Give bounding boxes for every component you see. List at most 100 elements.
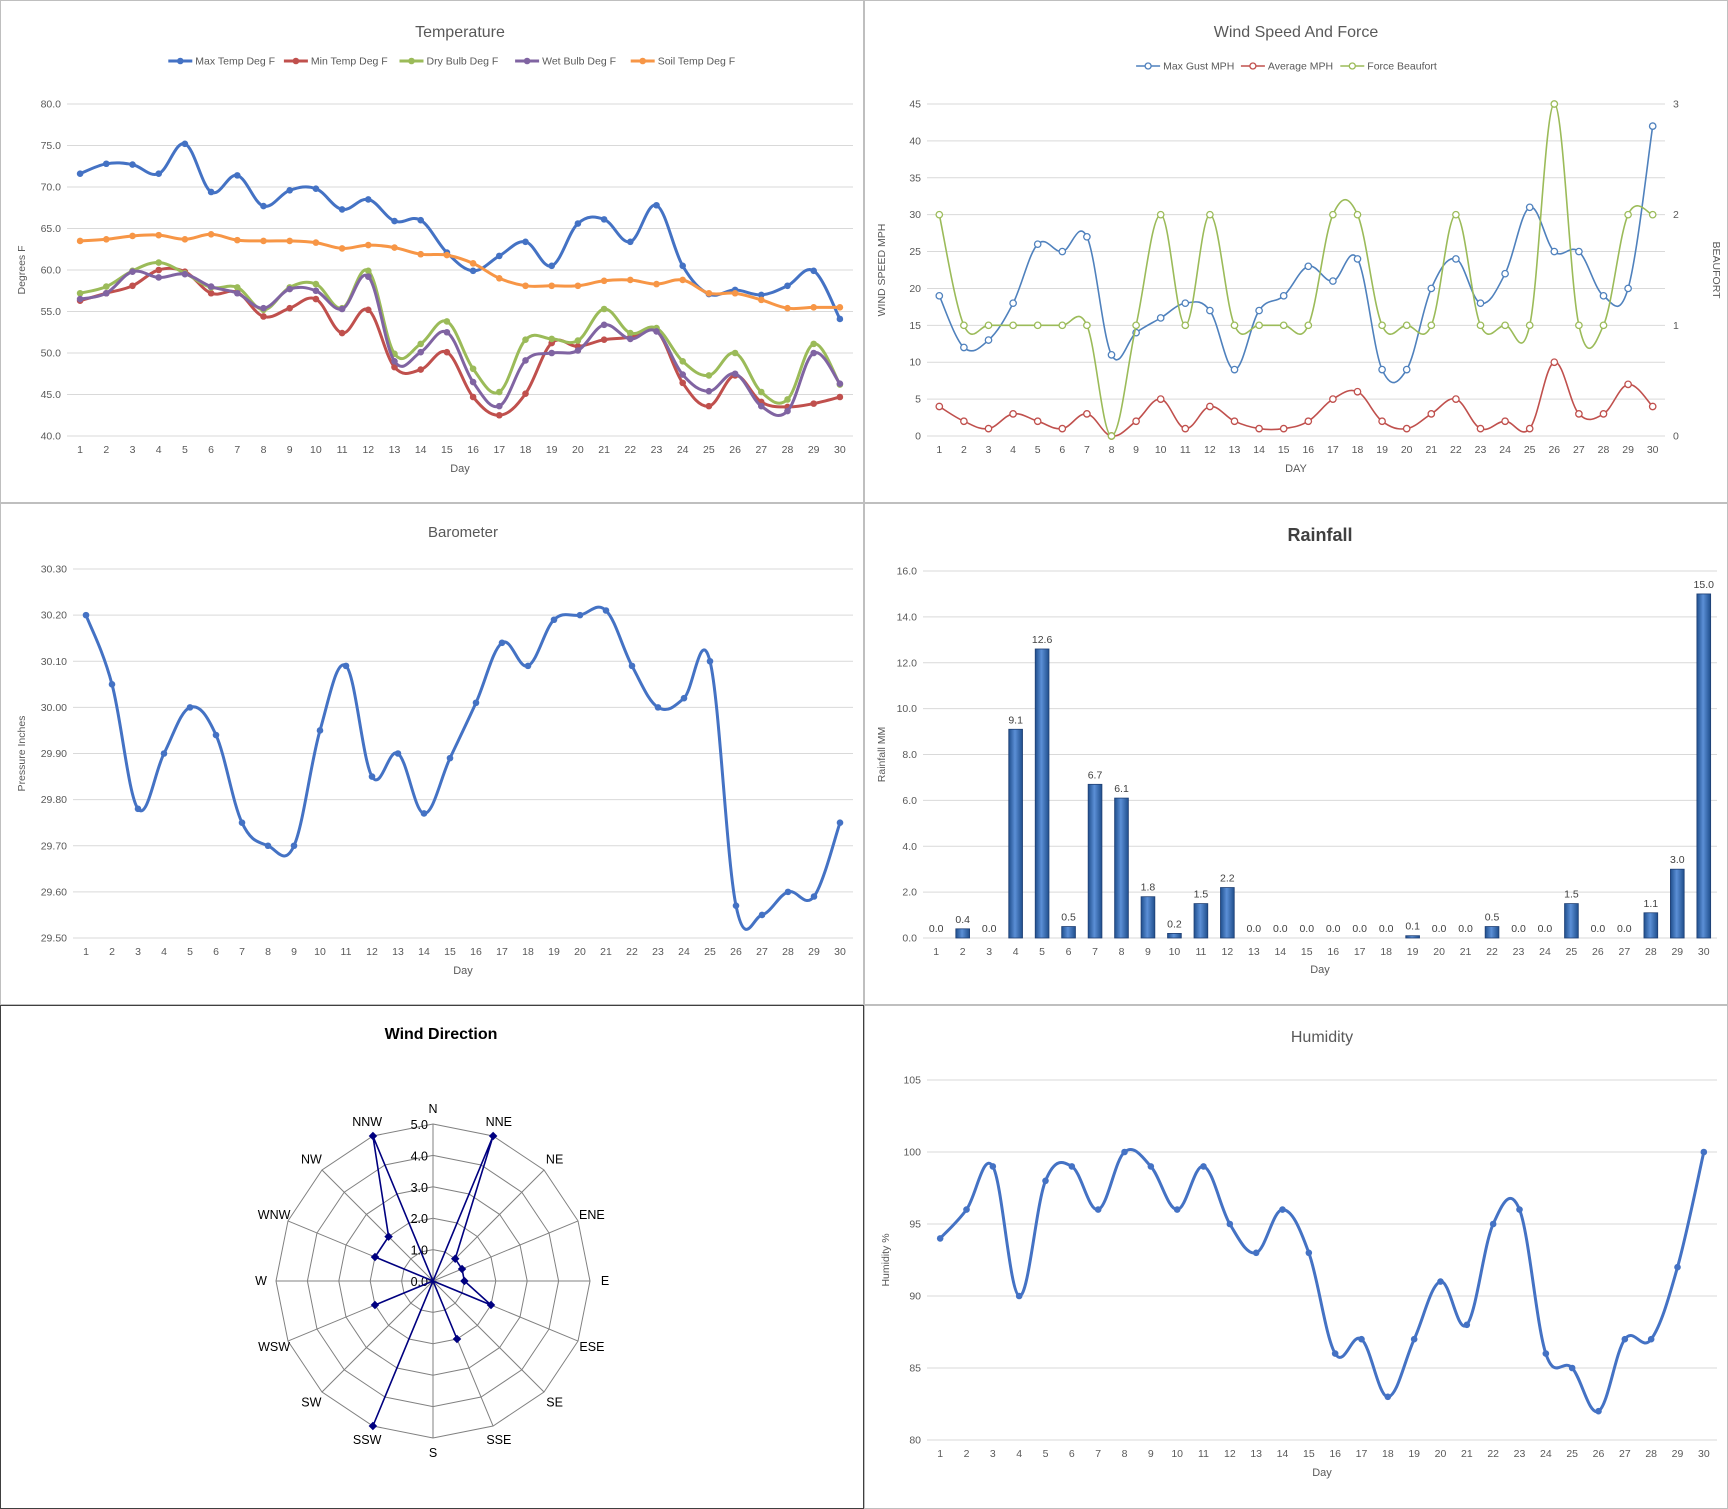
x-tick-label: 21	[598, 444, 610, 456]
chart-title: Humidity	[1291, 1029, 1353, 1046]
data-point	[602, 607, 610, 614]
x-tick-label: 9	[1133, 444, 1139, 456]
data-label: 0.4	[955, 914, 970, 926]
data-point	[103, 289, 110, 297]
data-point	[810, 349, 817, 357]
x-tick-label: 19	[1376, 444, 1388, 456]
data-point	[731, 370, 739, 378]
x-tick-label: 16	[1329, 1448, 1341, 1460]
data-point	[76, 237, 84, 245]
data-point	[129, 232, 136, 240]
data-point	[836, 380, 844, 388]
data-point	[1550, 247, 1559, 256]
bar-day-4	[1008, 728, 1023, 939]
data-point	[989, 1163, 997, 1170]
legend-marker	[177, 57, 184, 65]
data-point	[368, 1421, 378, 1431]
series-line-1	[939, 1148, 1706, 1413]
x-tick-label: 11	[337, 444, 348, 456]
data-point	[1226, 1220, 1234, 1228]
data-point	[234, 172, 241, 179]
x-tick-label: 20	[1435, 1448, 1447, 1460]
data-point	[1206, 402, 1214, 411]
temperature-svg: Temperature 40.0 45.0 50.0 55.0 60.0 65.0 70.0 7…	[16, 24, 853, 475]
y-tick-label: 80.0	[41, 99, 62, 111]
data-point	[522, 238, 529, 246]
legend-label: Dry Bulb Deg F	[427, 56, 499, 68]
y-tick-label: 6.0	[902, 795, 917, 807]
x-tick-label: 29	[1672, 1448, 1684, 1460]
bar-day-9	[1140, 896, 1156, 939]
x-tick-label: 8	[261, 444, 267, 456]
rainfall-svg: Rainfall0.02.04.06.08.010.012.014.016.00…	[876, 525, 1717, 976]
x-tick-label: 5	[182, 444, 188, 456]
data-point	[1489, 1220, 1497, 1228]
y-tick-label: 55.0	[41, 306, 62, 318]
data-point	[1009, 321, 1017, 330]
x-tick-label: 24	[678, 946, 690, 958]
data-point	[1427, 410, 1436, 418]
data-point	[260, 313, 267, 320]
x-tick-label: 1	[83, 946, 89, 958]
data-point	[576, 611, 584, 619]
radar-series	[372, 1135, 494, 1427]
x-tick-label: 15	[1301, 946, 1313, 958]
data-point	[103, 160, 110, 168]
y-tick-label: 50.0	[41, 348, 62, 360]
data-point	[1378, 321, 1386, 330]
x-tick-label: 10	[1155, 444, 1167, 456]
x-tick-label: 30	[1647, 444, 1659, 456]
data-point	[1058, 321, 1067, 330]
x-tick-label: 7	[1084, 444, 1090, 456]
data-label: 0.0	[1247, 923, 1262, 935]
bar-day-19	[1405, 935, 1420, 939]
barometer-chart: Barometer 29.50 29.60 29.70 29.80 29.90 30.00 3…	[0, 503, 864, 1005]
data-point	[679, 262, 686, 270]
data-point	[238, 819, 246, 826]
x-tick-label: 18	[522, 946, 534, 958]
r-tick-label: 5.0	[411, 1118, 428, 1132]
x-tick-label: 25	[1524, 444, 1536, 456]
bar-day-8	[1114, 797, 1129, 939]
x-tick-label: 6	[1059, 444, 1065, 456]
data-label: 9.1	[1008, 714, 1023, 726]
category-label: ESE	[579, 1340, 604, 1354]
data-point	[391, 244, 398, 251]
data-point	[1700, 1148, 1708, 1156]
data-point	[935, 402, 944, 411]
x-tick-label: 28	[1645, 946, 1657, 958]
x-tick-label: 8	[1109, 444, 1115, 456]
y-tick-label: 12.0	[897, 657, 918, 669]
data-point	[417, 366, 425, 373]
data-point	[705, 387, 713, 395]
x-tick-label: 4	[1016, 1448, 1022, 1460]
data-point	[548, 282, 555, 290]
category-label: W	[255, 1274, 267, 1288]
x-tick-label: 4	[161, 946, 167, 958]
data-point	[1550, 100, 1559, 108]
data-point	[1173, 1206, 1181, 1213]
data-point	[365, 273, 372, 280]
data-point	[600, 336, 608, 344]
y-tick-label: 29.60	[41, 886, 67, 898]
data-point	[758, 291, 765, 299]
data-label: 0.0	[1326, 923, 1341, 935]
data-point	[627, 335, 634, 343]
x-tick-label: 18	[1382, 1448, 1394, 1460]
data-point	[963, 1206, 970, 1213]
data-point	[108, 681, 116, 688]
data-point	[186, 704, 194, 711]
data-point	[836, 304, 844, 311]
data-point	[784, 888, 792, 896]
y-tick-label: 90	[909, 1291, 921, 1303]
x-tick-label: 3	[130, 444, 136, 456]
x-tick-label: 23	[1475, 444, 1487, 456]
data-point	[705, 402, 713, 410]
data-point	[1304, 262, 1313, 271]
x-tick-label: 7	[1092, 946, 1098, 958]
y-tick-label: 0.0	[902, 933, 917, 945]
x-tick-label: 17	[496, 946, 508, 958]
data-point	[679, 371, 686, 378]
x-tick-label: 26	[1548, 444, 1560, 456]
